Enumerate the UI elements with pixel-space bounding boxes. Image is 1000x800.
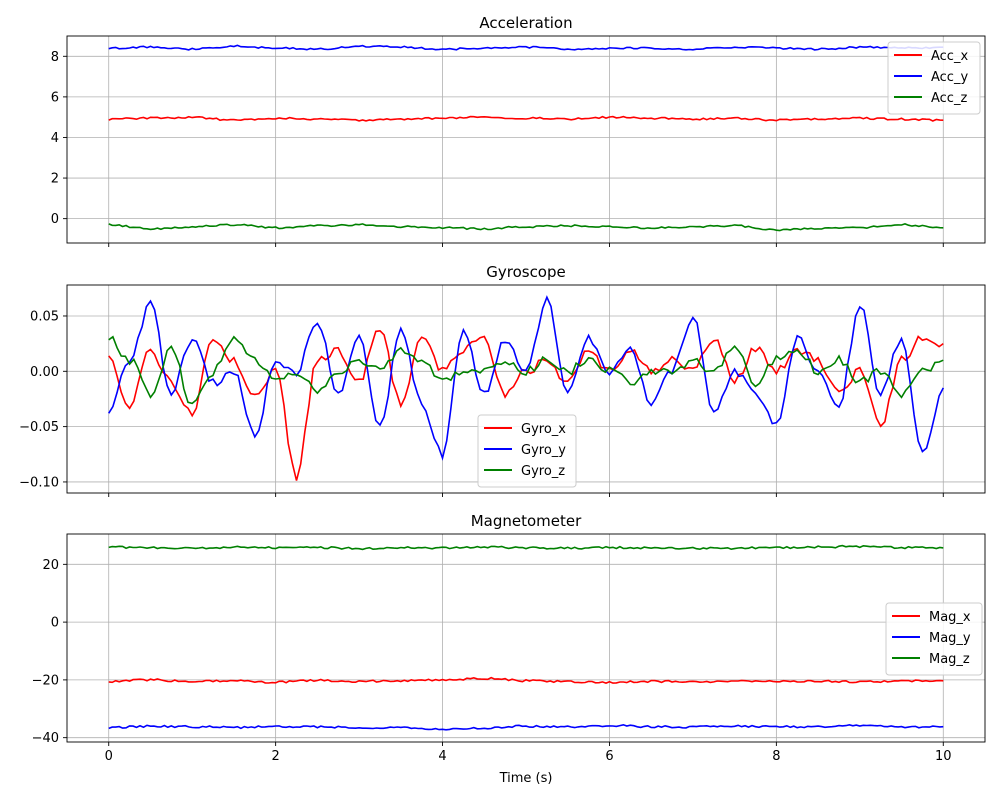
x-tick-label: 2 <box>271 749 279 764</box>
legend-label-acc_x: Acc_x <box>931 49 968 64</box>
y-tick-label: −40 <box>32 731 59 746</box>
legend: Gyro_x Gyro_y Gyro_z <box>477 414 577 488</box>
legend: Acc_x Acc_y Acc_z <box>887 41 981 115</box>
series-line-acc_y <box>108 44 944 51</box>
legend: Mag_x Mag_y Mag_z <box>885 602 983 676</box>
legend-label-gyro_z: Gyro_z <box>521 464 565 479</box>
x-tick-label: 6 <box>605 749 613 764</box>
chart-title: Magnetometer <box>471 512 582 530</box>
y-tick-label: −0.10 <box>19 475 59 490</box>
series-line-acc_x <box>108 115 944 122</box>
series-line-mag_z <box>108 544 944 551</box>
y-tick-label: 4 <box>51 131 59 146</box>
series-line-gyro_y <box>108 295 945 461</box>
y-tick-label: 0.05 <box>30 309 59 324</box>
series-line-acc_z <box>108 223 944 232</box>
axes-frame <box>66 35 986 244</box>
panel-gyroscope: −0.10−0.050.000.05GyroscopeGyro_xGyro_yG… <box>19 263 986 497</box>
x-tick-label: 8 <box>772 749 780 764</box>
legend-label-mag_z: Mag_z <box>929 652 970 667</box>
legend-label-acc_z: Acc_z <box>931 91 967 106</box>
legend-label-mag_x: Mag_x <box>929 610 971 625</box>
subplot-panels: 0 2 4 6 8 Acceleration Acc_x Acc_y Acc_z −0.10 −0.… <box>19 14 986 786</box>
y-tick-label: 0.00 <box>30 365 59 380</box>
y-tick-label: 2 <box>51 172 59 187</box>
x-axis-label: Time (s) <box>499 771 553 786</box>
panel-acceleration: 0 2 4 6 8 Acceleration Acc_x Acc_y Acc_z <box>51 14 986 247</box>
series-line-gyro_z <box>108 335 944 405</box>
legend-label-acc_y: Acc_y <box>931 70 968 85</box>
legend-label-gyro_y: Gyro_y <box>521 443 566 458</box>
y-tick-label: −0.05 <box>19 420 59 435</box>
y-tick-label: 8 <box>51 50 59 65</box>
y-tick-label: −20 <box>32 673 59 688</box>
x-tick-label: 10 <box>935 749 952 764</box>
panel-magnetometer: 0 2 4 6 8 10 −40 −20 0 20 Magnetometer Time (s) Mag_… <box>32 512 986 786</box>
y-tick-label: 0 <box>51 616 59 631</box>
y-tick-label: 6 <box>51 90 59 105</box>
x-tick-label: 0 <box>105 749 113 764</box>
series-line-mag_y <box>108 723 944 731</box>
axes-frame <box>66 533 986 743</box>
legend-label-mag_y: Mag_y <box>929 631 971 646</box>
y-tick-label: 0 <box>51 212 59 227</box>
chart-title: Acceleration <box>479 14 572 32</box>
legend-label-gyro_x: Gyro_x <box>521 422 566 437</box>
series-line-mag_x <box>108 676 944 684</box>
chart-title: Gyroscope <box>486 263 566 281</box>
x-tick-label: 4 <box>438 749 446 764</box>
y-tick-label: 20 <box>42 558 59 573</box>
axes-frame <box>66 284 986 494</box>
